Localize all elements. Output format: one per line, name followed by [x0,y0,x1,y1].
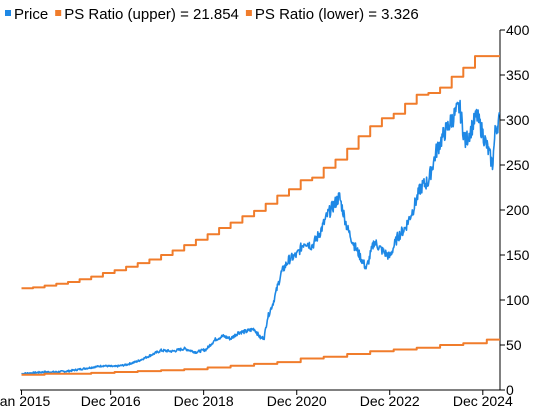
axes: 0 50 100 150 200 250 300 350 400 Jan 2015 Dec 2016… [0,22,530,409]
x-tick-label: Dec 2016 [81,393,141,409]
series-line-ps-ratio-upper-21-854 [21,55,500,290]
plot-area [21,55,501,376]
x-tick-label: Jan 2015 [0,393,51,409]
x-tick-label: Dec 2024 [453,393,513,409]
y-tick-label: 300 [506,112,530,128]
legend: Price PS Ratio (upper) = 21.854 PS Ratio (… [5,6,419,23]
y-tick-label: 100 [506,292,530,308]
x-tick-label: Dec 2020 [267,393,327,409]
series-line-ps-ratio-lower-3-326 [21,338,500,376]
y-tick-label: 350 [506,67,530,83]
y-tick-label: 400 [506,22,530,38]
x-tick-label: Dec 2018 [174,393,234,409]
legend-swatch [5,10,11,16]
x-tick-label: Dec 2022 [360,393,420,409]
y-tick-label: 50 [506,337,522,353]
series-line-price [21,99,501,376]
y-tick-label: 250 [506,157,530,173]
legend-swatch [55,10,62,16]
y-tick-label: 200 [506,202,530,218]
legend-label: PS Ratio (upper) = 21.854 [64,6,239,23]
legend-label: Price [14,6,48,23]
legend-label: PS Ratio (lower) = 3.326 [255,6,419,23]
y-tick-label: 150 [506,247,530,263]
legend-swatch [245,10,252,16]
y-tick-label: 0 [506,382,514,398]
